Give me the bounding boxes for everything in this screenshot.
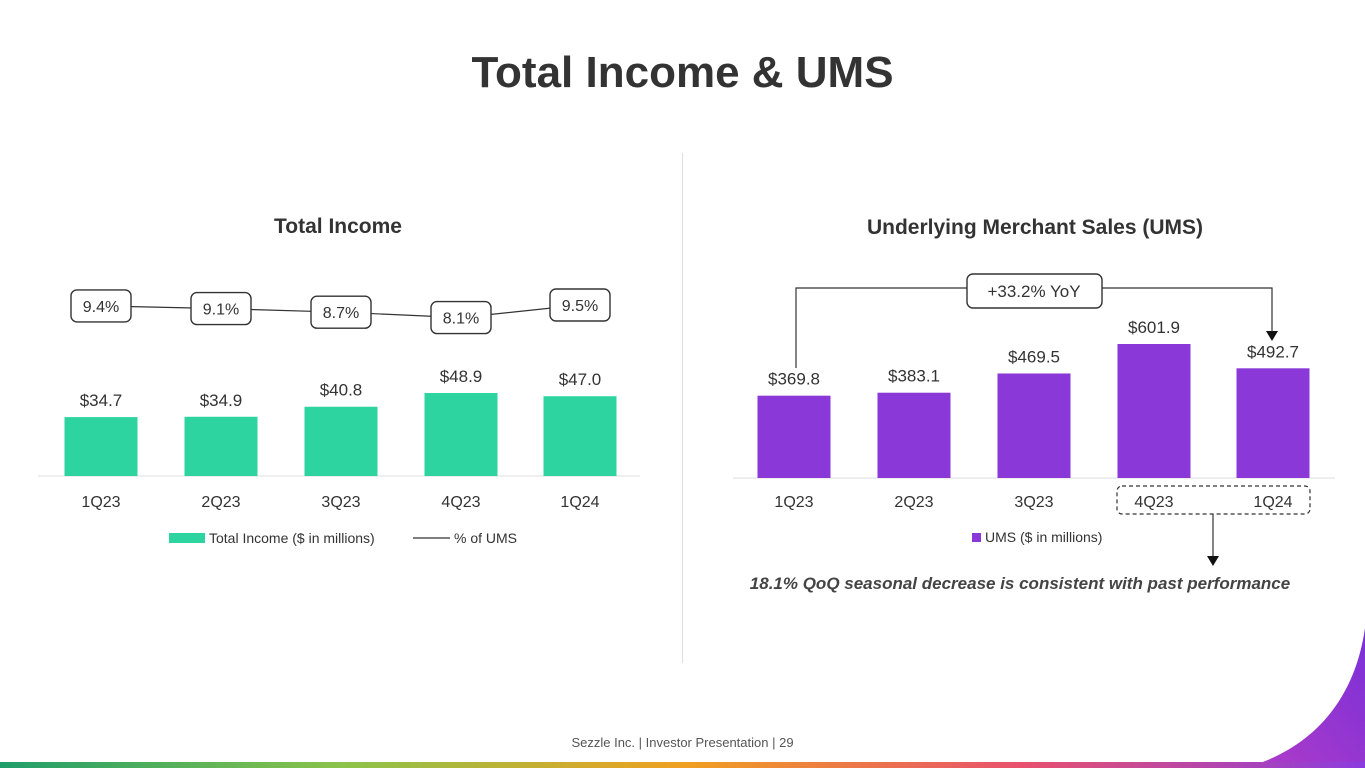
total-income-legend-swatch <box>169 533 205 543</box>
pct-of-ums-point-box <box>430 300 492 335</box>
pct-of-ums-label: 9.5% <box>562 298 598 315</box>
ums-bar-1Q23 <box>757 395 831 478</box>
total-income-value-label: $40.8 <box>320 381 363 400</box>
ums-value-label: $601.9 <box>1128 318 1180 337</box>
pct-of-ums-label: 9.4% <box>83 299 119 316</box>
ums-bar-3Q23 <box>997 373 1071 478</box>
total-income-legend-label: Total Income ($ in millions) <box>209 530 375 546</box>
total-income-category-label: 1Q24 <box>560 494 599 511</box>
ums-bar-1Q24 <box>1236 368 1310 478</box>
total-income-category-label: 4Q23 <box>441 494 480 511</box>
total-income-bar-3Q23 <box>304 406 378 476</box>
yoy-box <box>966 273 1103 309</box>
total-income-value-label: $34.9 <box>200 391 243 410</box>
ums-value-label: $469.5 <box>1008 347 1060 366</box>
page-title: Total Income & UMS <box>471 48 894 97</box>
ums-value-label: $383.1 <box>888 367 940 386</box>
pct-of-ums-label: 8.1% <box>443 311 479 328</box>
bottom-gradient-bar <box>0 762 1365 768</box>
panel-divider <box>682 153 683 663</box>
yoy-arrowhead <box>1266 331 1278 341</box>
pct-of-ums-point-box <box>70 289 132 323</box>
ums-category-label: 1Q24 <box>1253 494 1292 511</box>
pct-of-ums-label: 9.1% <box>203 302 239 319</box>
total-income-category-label: 1Q23 <box>81 494 120 511</box>
qoq-note: 18.1% QoQ seasonal decrease is consisten… <box>749 574 1291 593</box>
total-income-bar-1Q23 <box>64 417 138 476</box>
ums-category-label: 3Q23 <box>1014 494 1053 511</box>
total-income-value-label: $47.0 <box>559 370 602 389</box>
total-income-value-label: $34.7 <box>80 391 123 410</box>
total-income-bar-2Q23 <box>184 416 258 476</box>
ums-category-label: 1Q23 <box>774 494 813 511</box>
ums-value-label: $369.8 <box>768 370 820 389</box>
total-income-category-label: 2Q23 <box>201 494 240 511</box>
ums-bar-4Q23 <box>1117 344 1191 478</box>
pct-of-ums-point-box <box>190 291 252 326</box>
total-income-category-label: 3Q23 <box>321 494 360 511</box>
total-income-bar-4Q23 <box>424 393 498 476</box>
yoy-label: +33.2% YoY <box>987 282 1080 301</box>
total-income-value-label: $48.9 <box>440 367 483 386</box>
pct-of-ums-legend-label: % of UMS <box>454 530 517 546</box>
ums-title: Underlying Merchant Sales (UMS) <box>867 216 1203 239</box>
ums-category-label: 4Q23 <box>1134 494 1173 511</box>
total-income-bar-1Q24 <box>543 396 617 476</box>
ums-bar-2Q23 <box>877 392 951 478</box>
qoq-dashed-box <box>1116 485 1311 515</box>
qoq-arrowhead <box>1207 556 1219 566</box>
corner-swoosh-decoration <box>1245 628 1365 768</box>
ums-legend-swatch <box>972 533 981 542</box>
footer-text: Sezzle Inc. | Investor Presentation | 29 <box>571 735 794 750</box>
ums-legend-label: UMS ($ in millions) <box>985 529 1102 545</box>
pct-of-ums-point-box <box>549 288 611 322</box>
total-income-title: Total Income <box>274 215 402 238</box>
ums-category-label: 2Q23 <box>894 494 933 511</box>
pct-of-ums-point-box <box>310 295 372 329</box>
pct-of-ums-label: 8.7% <box>323 305 359 322</box>
ums-value-label: $492.7 <box>1247 342 1299 361</box>
